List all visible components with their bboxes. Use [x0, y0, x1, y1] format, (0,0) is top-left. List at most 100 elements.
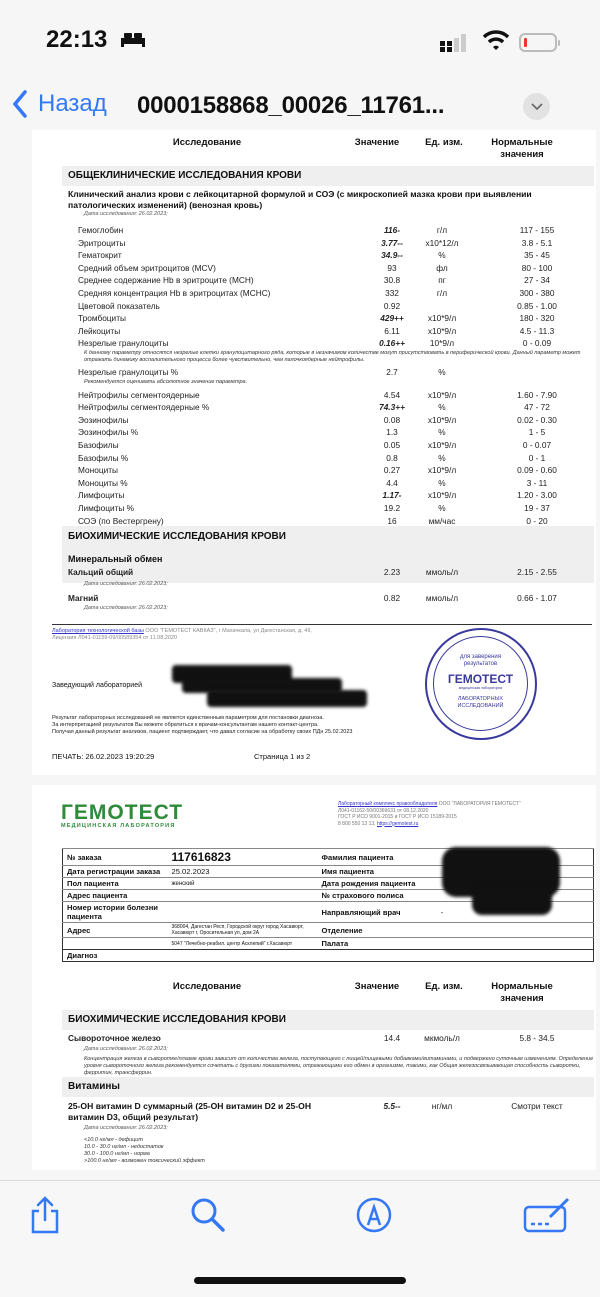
owner-line: Л041-01162-50/00369631 от 08.12.2020 — [338, 807, 429, 814]
test-value: 30.8 — [383, 275, 401, 286]
section-title: ОБЩЕКЛИНИЧЕСКИЕ ИССЛЕДОВАНИЯ КРОВИ — [68, 170, 302, 181]
section-band — [62, 1010, 594, 1030]
markup-icon[interactable] — [354, 1195, 394, 1235]
test-value: 93 — [387, 262, 397, 273]
lab-link[interactable]: Лаборатория технологической базы — [52, 628, 144, 634]
head-label: Заведующий лабораторией — [52, 682, 142, 689]
home-indicator[interactable] — [194, 1277, 406, 1284]
subsection-title: Минеральный обмен — [68, 554, 163, 564]
test-norm: 0 - 0.07 — [522, 440, 552, 450]
pdf-page-1: Исследование Значение Ед. изм. Нормальны… — [32, 130, 596, 775]
stamp-text: ЛАБОРАТОРНЫХ — [457, 696, 504, 702]
test-unit: % — [438, 477, 446, 488]
document-title: 0000158868_00026_11761... — [137, 92, 445, 119]
range-line: 30.0 - 100.0 нг/мл - норма — [84, 1151, 150, 1157]
test-unit: % — [438, 250, 446, 261]
test-value: 5.5-- — [383, 1101, 401, 1111]
table-row: Базофилы % 0.8% 0 - 1 — [32, 453, 596, 466]
test-norm: 117 - 155 — [519, 225, 555, 235]
test-name: Гемоглобин — [78, 225, 124, 235]
test-name: Эозинофилы % — [78, 427, 139, 438]
test-name: Моноциты — [78, 465, 118, 476]
test-norm: Смотри текст — [511, 1101, 563, 1111]
table-row: Гемоглобин 116- г/л 117 - 155 — [32, 225, 596, 238]
test-unit: г/л — [436, 288, 448, 298]
logo-subtitle: МЕДИЦИНСКАЯ ЛАБОРАТОРИЯ — [61, 823, 176, 829]
test-note: Концентрация железа в сыворотке/плазме к… — [84, 1056, 594, 1076]
table-row: Эозинофилы 0.08 x10*9/л 0.02 - 0.30 — [32, 415, 596, 428]
table-row: Гематокрит 34.9--% 35 - 45 — [32, 250, 596, 263]
lab-license: Лицензия Л041-01159-09/00589354 от 11.08… — [52, 635, 178, 641]
test-name: Незрелые гранулоциты — [78, 338, 169, 349]
table-row: Сывороточное железо 14.4 мкмоль/л 5.8 - 34.… — [32, 1033, 596, 1046]
test-value: 4.4 — [386, 477, 398, 488]
owner-name: ООО "ЛАБОРАТОРИЯ ГЕМОТЕСТ" — [437, 801, 521, 807]
section-title: БИОХИМИЧЕСКИЕ ИССЛЕДОВАНИЯ КРОВИ — [68, 1014, 286, 1025]
test-name: Кальций общий — [68, 567, 134, 577]
test-unit: x10*9/л — [427, 414, 457, 425]
back-button[interactable]: Назад — [12, 90, 107, 118]
test-norm: 0 - 1 — [528, 452, 546, 463]
order-label: № заказа — [62, 848, 168, 866]
test-group-title: Клинический анализ крови с лейкоцитарной… — [68, 189, 532, 210]
owner-link[interactable]: Лабораторный комплекс правообладателя — [338, 801, 438, 807]
title-menu-button[interactable] — [523, 93, 550, 120]
test-norm: 1 - 5 — [528, 427, 546, 438]
table-row: Эритроциты 3.77-- x10*12/л 3.8 - 5.1 — [32, 238, 596, 251]
test-value: 6.11 — [384, 325, 400, 336]
test-date: Дата исследования: 26.02.2023; — [84, 581, 168, 587]
table-row: Моноциты 0.27 x10*9/л 0.09 - 0.60 — [32, 465, 596, 478]
col-norm-2: значения — [500, 993, 544, 1004]
test-norm: 3 - 11 — [526, 477, 548, 488]
test-norm: 35 - 45 — [524, 250, 550, 261]
table-row: Среднее содержание Hb в эритроците (MCH)… — [32, 275, 596, 288]
signal-icon — [440, 34, 466, 52]
back-label: Назад — [38, 90, 107, 117]
test-name: Эозинофилы — [78, 414, 129, 425]
test-value: 0.16++ — [379, 338, 405, 349]
test-value: 19.2 — [383, 503, 401, 513]
test-date: Дата исследования: 26.02.2023; — [84, 1046, 168, 1052]
test-date: Дата исследования: 26.02.2023; — [84, 605, 168, 611]
table-row: Незрелые гранулоциты % 2.7% — [32, 367, 596, 380]
test-name: Незрелые гранулоциты % — [78, 367, 179, 377]
test-norm: 0 - 0.09 — [522, 338, 552, 349]
owner-info: Лабораторный комплекс правообладателя ОО… — [338, 801, 521, 827]
test-name: Цветовой показатель — [78, 300, 160, 311]
owner-line: ГОСТ Р ИСО 9001-2015 и ГОСТ Р ИСО 15189-… — [338, 814, 457, 820]
disclaimer-line: Получая данный результат анализов, пацие… — [52, 729, 353, 735]
test-norm: 0.66 - 1.07 — [517, 593, 557, 603]
test-norm: 0 - 20 — [526, 515, 548, 526]
reg-date: 25.02.2023 — [167, 865, 318, 878]
page-number: Страница 1 из 2 — [254, 752, 311, 761]
range-line: >100.0 нг/мл - возможен токсический эффе… — [84, 1158, 205, 1164]
col-unit: Ед. изм. — [425, 137, 463, 148]
test-value: 0.92 — [383, 300, 401, 311]
table-row: 5.5-- нг/мл Смотри текст — [32, 1101, 596, 1114]
test-norm: 4.5 - 11.3 — [519, 325, 555, 336]
search-icon[interactable] — [188, 1195, 228, 1235]
test-value: 116- — [384, 225, 400, 235]
test-unit: x10*12/л — [425, 237, 459, 248]
patient-address-label: Адрес пациента — [62, 889, 168, 902]
share-icon[interactable] — [28, 1195, 62, 1235]
table-row: Тромбоциты 429++ x10*9/л 180 - 320 — [32, 313, 596, 326]
test-value: 34.9-- — [381, 250, 403, 261]
test-norm: 1.20 - 3.00 — [517, 490, 557, 501]
test-value: 0.08 — [383, 414, 401, 425]
test-unit: % — [438, 427, 446, 438]
col-norm: Нормальные значения — [487, 137, 557, 161]
table-row: Цветовой показатель 0.92 0.85 - 1.00 — [32, 301, 596, 314]
test-value: 2.7 — [386, 367, 398, 377]
test-norm: 300 - 380 — [519, 288, 555, 298]
stamp-text: для заверения — [459, 654, 502, 660]
table-row: Эозинофилы % 1.3% 1 - 5 — [32, 427, 596, 440]
edit-icon[interactable] — [522, 1195, 572, 1235]
test-norm: 19 - 37 — [524, 503, 550, 513]
test-unit: мкмоль/л — [424, 1033, 460, 1043]
col-norm-2: значения — [500, 149, 544, 160]
test-name: СОЭ (по Вестергрену) — [78, 515, 164, 526]
divider — [52, 624, 592, 625]
site-link[interactable]: https://gemotest.ru — [376, 820, 419, 827]
table-row: Лимфоциты % 19.2% 19 - 37 — [32, 503, 596, 516]
